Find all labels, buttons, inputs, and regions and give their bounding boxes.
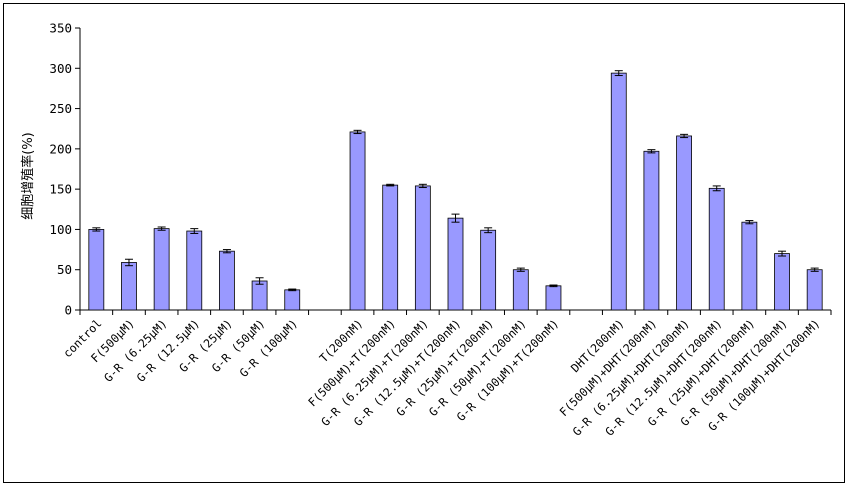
error-bar (745, 220, 754, 225)
error-bar (386, 183, 395, 187)
bar (284, 289, 301, 311)
bar (708, 187, 725, 311)
bar (219, 250, 235, 311)
x-tick-label: G-R (100μM) (237, 316, 301, 380)
error-bar (288, 288, 297, 292)
bar (382, 184, 399, 311)
bar (545, 285, 562, 311)
y-axis-label: 细胞增殖率(%) (20, 132, 36, 220)
bar (349, 131, 366, 311)
bar (414, 185, 431, 311)
error-bars (92, 70, 819, 292)
error-bar (190, 228, 199, 234)
error-bar (451, 213, 460, 223)
bar (741, 221, 758, 311)
y-tick-label: 0 (64, 303, 72, 318)
error-bar (712, 185, 721, 192)
bar (251, 280, 268, 311)
bar (512, 269, 529, 311)
bar (643, 150, 660, 311)
bar (121, 262, 137, 311)
error-bar (614, 70, 623, 77)
error-bar (157, 226, 166, 231)
bar (806, 269, 823, 311)
y-tick-label: 100 (49, 222, 72, 237)
bar (88, 229, 105, 311)
y-tick-label: 250 (49, 101, 72, 116)
bar (774, 253, 790, 311)
bar (186, 230, 203, 311)
bar (447, 217, 464, 311)
y-tick-label: 150 (49, 182, 72, 197)
y-tick-label: 50 (57, 262, 72, 277)
error-bar (92, 227, 101, 232)
error-bar (647, 149, 656, 154)
error-bar (222, 249, 231, 254)
bar (676, 135, 692, 311)
error-bar (124, 258, 133, 267)
error-bar (353, 129, 362, 135)
error-bar (484, 227, 493, 234)
error-bar (778, 250, 787, 257)
bars (88, 72, 823, 311)
bar-chart: 细胞增殖率(%) 0 50 100 150 200 250 300 350 controlF(… (20, 21, 832, 439)
error-bar (810, 267, 819, 272)
error-bar (418, 183, 427, 189)
bar (610, 72, 627, 311)
error-bar (255, 277, 264, 285)
error-bar (680, 133, 689, 139)
y-tick-label: 350 (49, 21, 72, 36)
error-bar (516, 267, 525, 272)
bar (153, 228, 170, 311)
chart-frame: 细胞增殖率(%) 0 50 100 150 200 250 300 350 control F(… (3, 3, 845, 483)
error-bar (549, 284, 558, 288)
bar (480, 229, 497, 311)
y-ticks: 0 50 100 150 200 250 300 350 (49, 21, 80, 318)
y-tick-label: 300 (49, 61, 72, 76)
y-tick-label: 200 (49, 141, 72, 156)
